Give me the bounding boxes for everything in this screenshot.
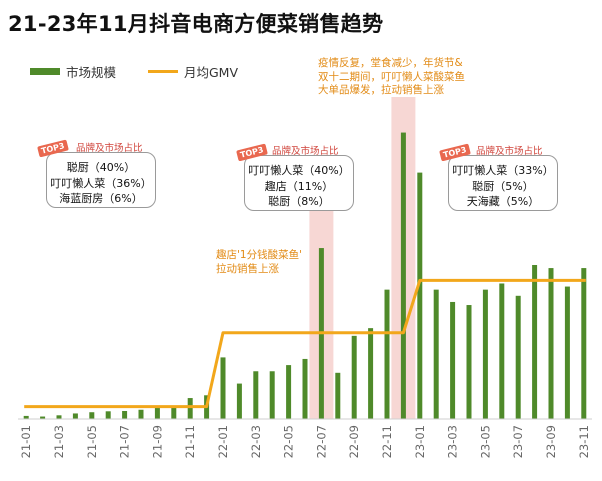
note2-line-1: 疫情反复，堂食减少，年货节& xyxy=(318,57,463,69)
box2-title: 品牌及市场占比 xyxy=(272,146,339,157)
x-tick-22-09: 22-09 xyxy=(347,425,361,458)
legend-bar-swatch xyxy=(30,68,60,75)
x-tick-22-01: 22-01 xyxy=(216,425,230,458)
box2-line-3: 聪厨（8%） xyxy=(268,195,330,208)
bar-22-02 xyxy=(236,383,242,419)
x-tick-23-05: 23-05 xyxy=(478,425,492,458)
note2-line-2: 双十二期间，叮叮懒人菜酸菜鱼 xyxy=(318,70,465,83)
box1-title: 品牌及市场占比 xyxy=(76,143,143,154)
bar-22-06 xyxy=(302,358,308,419)
box1-line-2: 叮叮懒人菜（36%） xyxy=(50,176,152,190)
box2-line-2: 趣店（11%） xyxy=(264,179,334,193)
box1-line-1: 聪厨（40%） xyxy=(66,161,136,174)
bar-22-01 xyxy=(220,357,226,419)
bar-22-12 xyxy=(400,132,406,419)
legend-line-swatch xyxy=(148,70,178,73)
bar-21-08 xyxy=(138,409,144,419)
bar-23-09 xyxy=(548,268,554,419)
bar-23-05 xyxy=(482,289,488,419)
bar-23-03 xyxy=(450,301,456,419)
box3-line-3: 天海藏（5%） xyxy=(466,195,540,208)
bar-23-04 xyxy=(466,305,472,419)
bar-22-05 xyxy=(286,365,292,419)
bar-21-04 xyxy=(72,413,78,419)
bar-21-05 xyxy=(89,412,95,419)
bar-22-04 xyxy=(269,371,275,419)
x-tick-22-11: 22-11 xyxy=(380,425,394,458)
brand-share-box-2: 叮叮懒人菜（40%） 趣店（11%） 聪厨（8%） xyxy=(244,155,354,211)
x-tick-22-07: 22-07 xyxy=(314,425,328,458)
x-tick-21-11: 21-11 xyxy=(183,425,197,458)
note1-line-2: 拉动销售上涨 xyxy=(216,262,279,275)
bar-22-11 xyxy=(384,289,390,419)
x-tick-21-05: 21-05 xyxy=(85,425,99,458)
x-tick-23-11: 23-11 xyxy=(577,425,591,458)
bar-23-02 xyxy=(433,289,439,419)
x-tick-21-07: 21-07 xyxy=(118,425,132,458)
gmv-step-line xyxy=(24,278,586,409)
bar-23-08 xyxy=(532,265,538,419)
x-tick-23-07: 23-07 xyxy=(511,425,525,458)
note2-line-3: 大单品爆发，拉动销售上涨 xyxy=(318,84,444,96)
bar-21-06 xyxy=(105,411,111,419)
bar-21-02 xyxy=(40,416,46,419)
bar-21-11 xyxy=(187,398,193,419)
bar-21-09 xyxy=(154,407,160,419)
brand-share-box-3: 叮叮懒人菜（33%） 聪厨（5%） 天海藏（5%） xyxy=(448,155,558,211)
bar-21-03 xyxy=(56,415,62,419)
legend-monthly-gmv: 月均GMV xyxy=(148,62,238,81)
x-tick-22-05: 22-05 xyxy=(282,425,296,458)
x-tick-23-03: 23-03 xyxy=(446,425,460,458)
bar-22-03 xyxy=(253,371,259,419)
x-tick-21-01: 21-01 xyxy=(19,425,33,458)
bar-22-09 xyxy=(351,335,357,419)
note-qudian: 趣店'1分钱酸菜鱼' 拉动销售上涨 xyxy=(216,249,302,276)
bar-23-01 xyxy=(417,172,423,419)
x-tick-21-09: 21-09 xyxy=(150,425,164,458)
bar-22-10 xyxy=(368,328,374,419)
legend-market-size: 市场规模 xyxy=(30,62,116,81)
note-epidemic: 疫情反复，堂食减少，年货节& 双十二期间，叮叮懒人菜酸菜鱼 大单品爆发，拉动销售… xyxy=(318,57,465,98)
chart-title: 21-23年11月抖音电商方便菜销售趋势 xyxy=(8,12,384,36)
bar-21-01 xyxy=(23,415,29,419)
bar-23-07 xyxy=(515,295,521,419)
bar-23-06 xyxy=(499,283,505,419)
note1-line-1: 趣店'1分钱酸菜鱼' xyxy=(216,249,302,261)
legend-bar-label: 市场规模 xyxy=(66,65,117,80)
bar-23-11 xyxy=(581,268,587,419)
box2-line-1: 叮叮懒人菜（40%） xyxy=(248,164,350,177)
x-tick-23-01: 23-01 xyxy=(413,425,427,458)
legend-line-label: 月均GMV xyxy=(184,65,239,80)
x-tick-21-03: 21-03 xyxy=(52,425,66,458)
x-tick-23-09: 23-09 xyxy=(544,425,558,458)
bar-23-10 xyxy=(564,286,570,419)
box3-line-1: 叮叮懒人菜（33%） xyxy=(452,164,554,177)
box3-title: 品牌及市场占比 xyxy=(476,146,543,157)
box3-line-2: 聪厨（5%） xyxy=(472,179,534,193)
brand-share-box-1: 聪厨（40%） 叮叮懒人菜（36%） 海蓝厨房（6%） xyxy=(46,152,156,208)
bar-21-10 xyxy=(171,406,177,419)
bar-21-07 xyxy=(122,410,128,419)
box1-line-3: 海蓝厨房（6%） xyxy=(59,192,143,205)
bar-22-08 xyxy=(335,372,341,419)
x-tick-22-03: 22-03 xyxy=(249,425,263,458)
